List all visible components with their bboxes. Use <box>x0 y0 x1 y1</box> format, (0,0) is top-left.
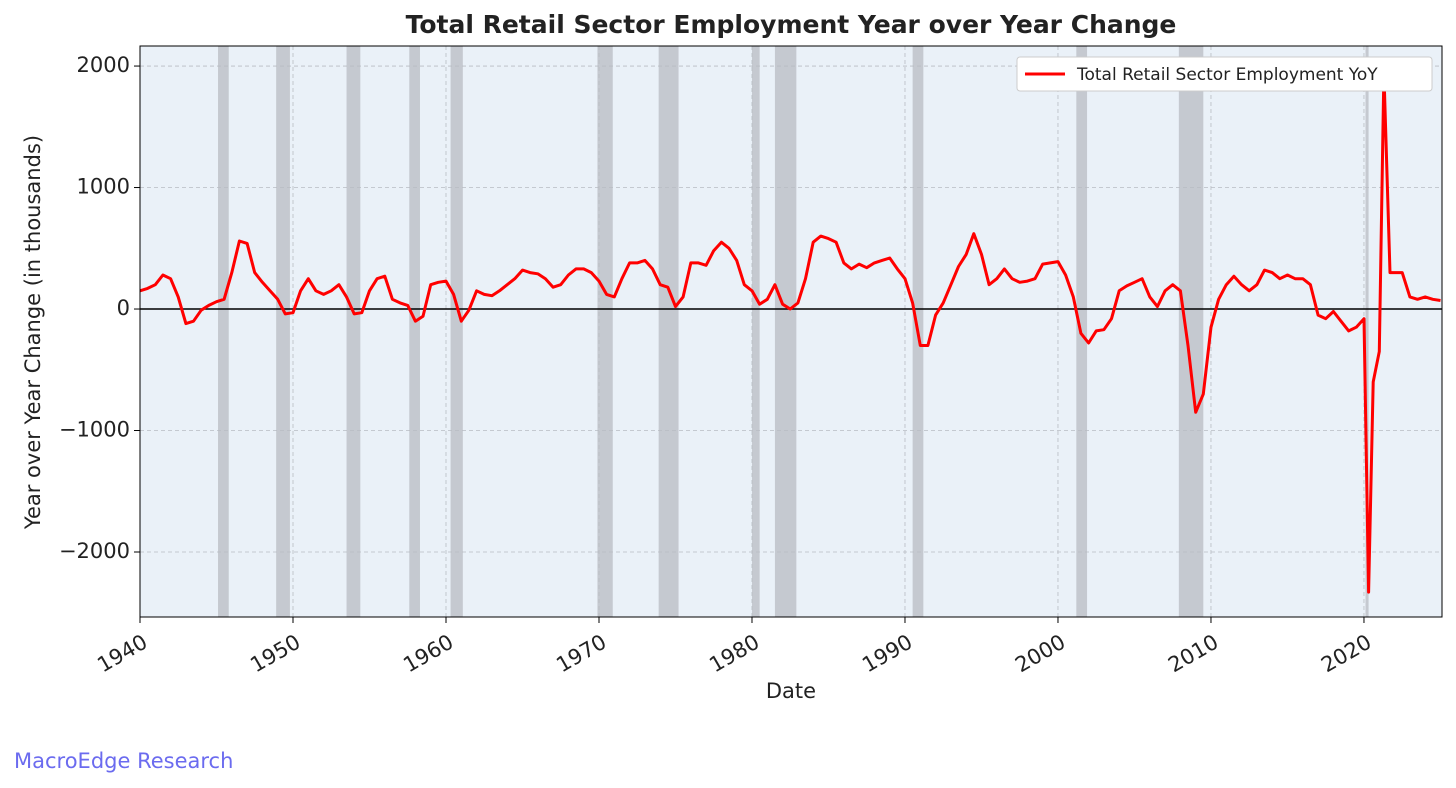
source-watermark: MacroEdge Research <box>14 749 233 773</box>
plot-frame <box>139 45 1443 618</box>
recession-band <box>658 46 679 617</box>
data-line <box>139 70 1441 594</box>
x-tick-label: 1980 <box>705 630 763 678</box>
x-tick-label: 1960 <box>399 630 457 678</box>
recession-band <box>276 46 290 617</box>
y-tick-label: −2000 <box>59 539 130 563</box>
legend-box <box>1016 56 1433 92</box>
recession-band <box>450 46 463 617</box>
y-tick-label: 2000 <box>77 53 130 77</box>
y-axis-label: Year over Year Change (in thousands) <box>21 135 45 530</box>
x-tick-label: 2010 <box>1164 630 1222 678</box>
recession-band <box>1365 46 1369 617</box>
x-tick-label: 1990 <box>858 630 916 678</box>
recession-band <box>1178 46 1204 617</box>
recession-band <box>346 46 361 617</box>
y-tick-label: 1000 <box>77 175 130 199</box>
recession-band <box>597 46 613 617</box>
y-tick-label: −1000 <box>59 418 130 442</box>
x-tick-label: 1970 <box>552 630 610 678</box>
x-tick-label: 2020 <box>1317 630 1375 678</box>
legend-label: Total Retail Sector Employment YoY <box>1076 65 1378 85</box>
recession-band <box>218 46 229 617</box>
y-tick-label: 0 <box>117 296 130 320</box>
x-axis-label: Date <box>766 679 816 703</box>
recession-band <box>751 46 760 617</box>
x-tick-label: 1950 <box>246 630 304 678</box>
x-tick-label: 1940 <box>93 630 151 678</box>
recession-band <box>774 46 797 617</box>
chart-title: Total Retail Sector Employment Year over… <box>406 10 1177 39</box>
recession-band <box>409 46 420 617</box>
x-tick-label: 2000 <box>1011 630 1069 678</box>
